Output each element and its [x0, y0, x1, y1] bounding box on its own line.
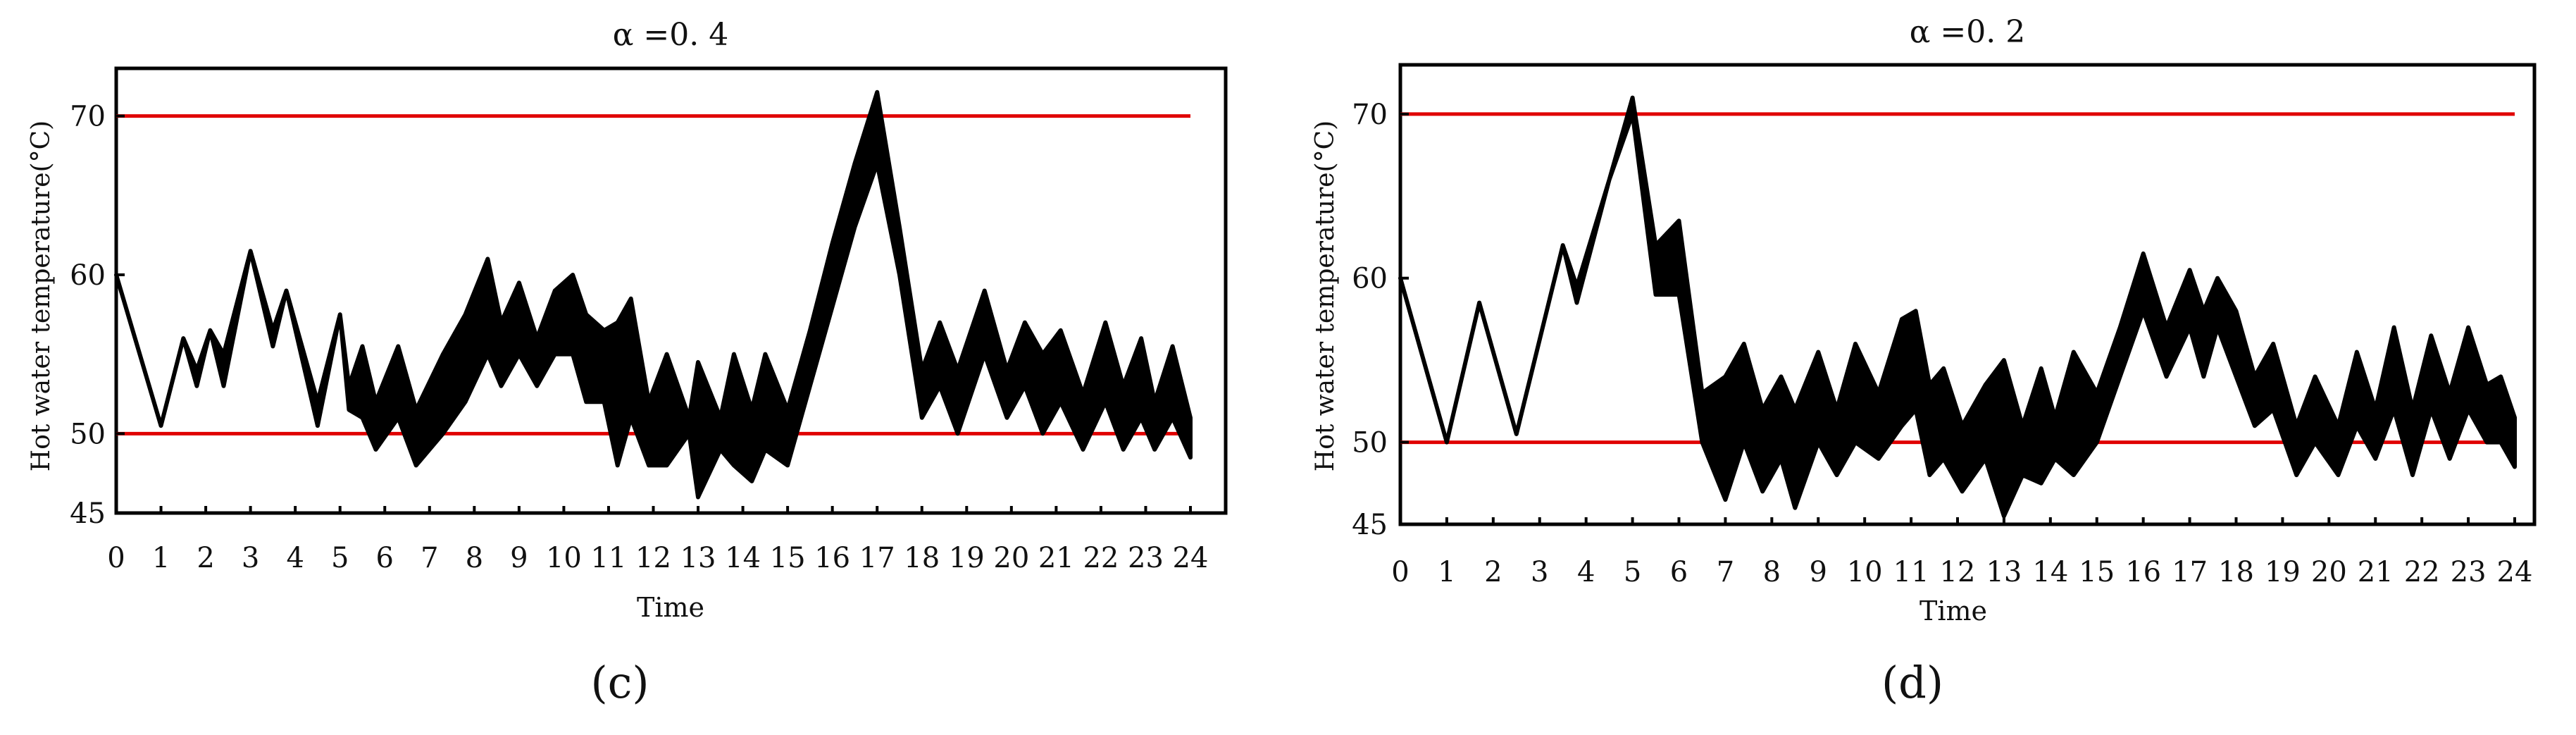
- x-tick-label: 12: [635, 542, 671, 574]
- x-tick-label: 9: [1810, 556, 1827, 588]
- x-tick-label: 14: [2032, 556, 2068, 588]
- x-tick-label: 7: [421, 542, 438, 574]
- x-axis-label: Time: [1919, 595, 1987, 626]
- x-tick-label: 21: [1038, 542, 1074, 574]
- x-tick-label: 2: [1484, 556, 1502, 588]
- x-tick-label: 3: [1531, 556, 1548, 588]
- temperature-band: [114, 89, 1193, 500]
- x-tick-label: 24: [1173, 542, 1209, 574]
- x-tick-label: 10: [546, 542, 582, 574]
- y-tick-label: 50: [1352, 427, 1388, 459]
- x-tick-label: 5: [1624, 556, 1641, 588]
- y-tick-label: 70: [70, 101, 106, 133]
- x-tick-label: 23: [1128, 542, 1164, 574]
- chart-title: α =0. 4: [613, 17, 729, 53]
- temperature-band: [1398, 95, 2517, 519]
- x-tick-label: 5: [331, 542, 349, 574]
- x-tick-label: 15: [2079, 556, 2115, 588]
- y-axis-label: Hot water temperature(°C): [1311, 121, 1340, 471]
- x-tick-label: 19: [949, 542, 985, 574]
- panel-label: (c): [590, 657, 649, 708]
- x-tick-label: 7: [1717, 556, 1734, 588]
- x-tick-label: 13: [680, 542, 716, 574]
- x-tick-label: 19: [2265, 556, 2301, 588]
- x-tick-label: 22: [1083, 542, 1119, 574]
- x-tick-label: 24: [2497, 556, 2533, 588]
- chart-title: α =0. 2: [1910, 14, 2026, 50]
- x-tick-label: 17: [2172, 556, 2208, 588]
- x-axis-label: Time: [637, 592, 704, 623]
- x-tick-label: 12: [1940, 556, 1976, 588]
- x-tick-label: 0: [107, 542, 125, 574]
- x-tick-label: 9: [510, 542, 528, 574]
- x-tick-label: 22: [2404, 556, 2440, 588]
- x-tick-label: 18: [904, 542, 940, 574]
- x-tick-label: 1: [1438, 556, 1455, 588]
- x-tick-label: 6: [376, 542, 394, 574]
- y-tick-label: 60: [1352, 263, 1388, 295]
- x-tick-label: 20: [993, 542, 1029, 574]
- x-tick-label: 16: [814, 542, 850, 574]
- y-tick-label: 45: [70, 498, 106, 530]
- x-tick-label: 11: [591, 542, 627, 574]
- x-tick-label: 21: [2358, 556, 2394, 588]
- x-tick-label: 0: [1391, 556, 1409, 588]
- x-tick-label: 13: [1986, 556, 2022, 588]
- plot-frame: [114, 66, 1228, 515]
- x-tick-label: 15: [770, 542, 806, 574]
- x-tick-label: 10: [1847, 556, 1883, 588]
- x-tick-label: 4: [286, 542, 304, 574]
- panel-label: (d): [1881, 657, 1943, 708]
- x-tick-label: 6: [1670, 556, 1688, 588]
- y-axis-label: Hot water temperature(°C): [27, 121, 56, 471]
- panel-c: α =0. 4 Hot water temperature(°C) Time (…: [27, 17, 1228, 708]
- x-tick-label: 11: [1893, 556, 1929, 588]
- x-tick-label: 8: [1763, 556, 1781, 588]
- x-tick-label: 17: [859, 542, 895, 574]
- y-tick-label: 60: [70, 259, 106, 292]
- y-tick-label: 50: [70, 418, 106, 450]
- y-tick-label: 45: [1352, 509, 1388, 541]
- x-tick-label: 14: [725, 542, 761, 574]
- x-tick-label: 20: [2311, 556, 2347, 588]
- x-tick-label: 2: [197, 542, 214, 574]
- panel-d: α =0. 2 Hot water temperature(°C) Time (…: [1311, 14, 2537, 708]
- x-tick-label: 8: [466, 542, 483, 574]
- x-tick-label: 3: [242, 542, 259, 574]
- x-tick-label: 16: [2125, 556, 2161, 588]
- plot-frame: [1398, 63, 2537, 526]
- y-tick-label: 70: [1352, 99, 1388, 131]
- x-tick-label: 18: [2218, 556, 2254, 588]
- x-tick-label: 4: [1577, 556, 1595, 588]
- x-tick-label: 1: [152, 542, 170, 574]
- x-tick-label: 23: [2451, 556, 2487, 588]
